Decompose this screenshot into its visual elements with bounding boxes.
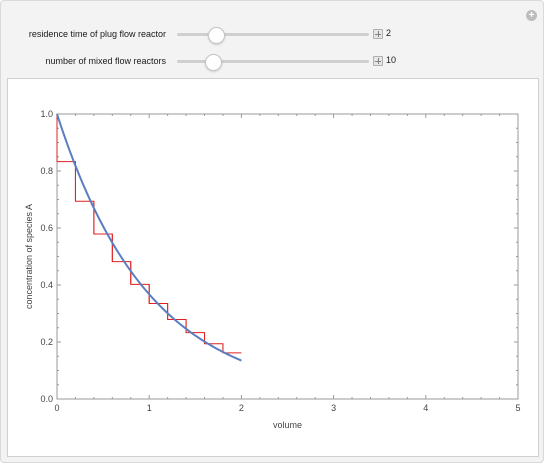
residence-time-control: residence time of plug flow reactor 2 bbox=[1, 25, 543, 44]
num-reactors-control: number of mixed flow reactors 10 bbox=[1, 52, 543, 71]
x-tick-label: 4 bbox=[423, 403, 428, 413]
x-tick-label: 3 bbox=[331, 403, 336, 413]
plug-flow-curve-series bbox=[56, 113, 242, 362]
x-axis-label: volume bbox=[273, 420, 302, 430]
y-tick-label: 0.0 bbox=[40, 394, 53, 404]
y-tick-label: 0.4 bbox=[40, 280, 53, 290]
num-reactors-label: number of mixed flow reactors bbox=[45, 56, 166, 66]
residence-time-slider-thumb[interactable] bbox=[208, 27, 226, 44]
num-reactors-value: 10 bbox=[386, 55, 397, 65]
plus-circle-icon[interactable]: + bbox=[526, 10, 537, 21]
num-reactors-slider-thumb[interactable] bbox=[205, 54, 223, 71]
num-reactors-slider[interactable] bbox=[177, 54, 369, 71]
x-tick-label: 2 bbox=[239, 403, 244, 413]
residence-time-label: residence time of plug flow reactor bbox=[28, 29, 166, 39]
y-tick-label: 0.2 bbox=[40, 337, 53, 347]
y-tick-label: 0.6 bbox=[40, 223, 53, 233]
x-tick-label: 1 bbox=[147, 403, 152, 413]
mixed-flow-steps-series bbox=[56, 114, 242, 354]
plot-panel: 0 1 2 3 4 5 0.0 0.2 0.4 0.6 0.8 1.0 volume concentrat… bbox=[7, 78, 539, 457]
concentration-chart: 0 1 2 3 4 5 0.0 0.2 0.4 0.6 0.8 1.0 volume concentrat… bbox=[24, 109, 521, 430]
plot-frame bbox=[56, 113, 519, 400]
y-tick-label: 0.8 bbox=[40, 166, 53, 176]
residence-time-value: 2 bbox=[386, 28, 392, 38]
residence-time-slider[interactable] bbox=[177, 27, 369, 44]
residence-time-expand-icon[interactable] bbox=[373, 29, 383, 39]
y-axis-label: concentration of species A bbox=[24, 204, 34, 309]
num-reactors-expand-icon[interactable] bbox=[373, 56, 383, 66]
x-tick-label: 5 bbox=[515, 403, 520, 413]
y-tick-label: 1.0 bbox=[40, 109, 53, 119]
x-tick-label: 0 bbox=[54, 403, 59, 413]
